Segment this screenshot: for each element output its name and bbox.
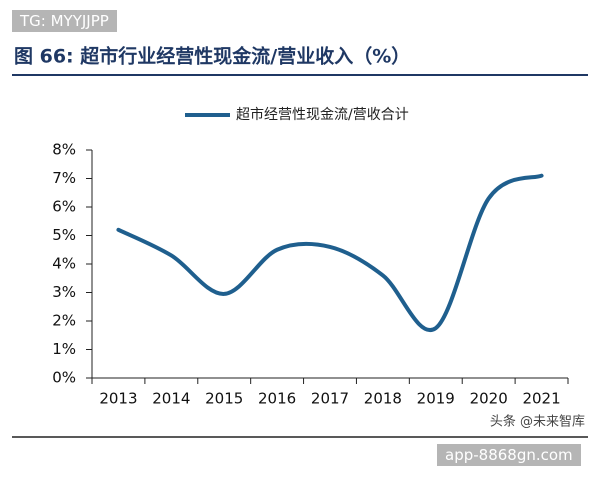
series-line <box>116 173 544 333</box>
source: 头条 @未来智库 <box>490 414 585 430</box>
legend-label: 超市经营性现金流/营收合计 <box>236 106 409 123</box>
x-tick-label: 2017 <box>311 390 349 408</box>
chart-title: 图 66: 超市行业经营性现金流/营业收入（%） <box>14 45 410 68</box>
x-tick-label: 2016 <box>258 390 296 408</box>
y-tick-label: 7% <box>52 169 76 187</box>
x-tick-label: 2015 <box>205 390 243 408</box>
watermark: TG: MYYJJPP <box>12 10 117 32</box>
x-tick-label: 2018 <box>364 390 402 408</box>
y-tick-label: 3% <box>52 283 76 301</box>
y-tick-label: 1% <box>52 340 76 358</box>
x-tick-label: 2013 <box>99 390 137 408</box>
y-tick-label: 0% <box>52 369 76 387</box>
y-tick-label: 5% <box>52 226 76 244</box>
y-tick-label: 6% <box>52 198 76 216</box>
x-tick-label: 2019 <box>417 390 455 408</box>
x-tick-label: 2020 <box>470 390 508 408</box>
y-tick-label: 4% <box>52 255 76 273</box>
x-tick-label: 2021 <box>522 390 560 408</box>
watermark: app-8868gn.com <box>437 444 581 466</box>
y-tick-label: 8% <box>52 141 76 159</box>
y-tick-label: 2% <box>52 312 76 330</box>
x-tick-label: 2014 <box>152 390 190 408</box>
